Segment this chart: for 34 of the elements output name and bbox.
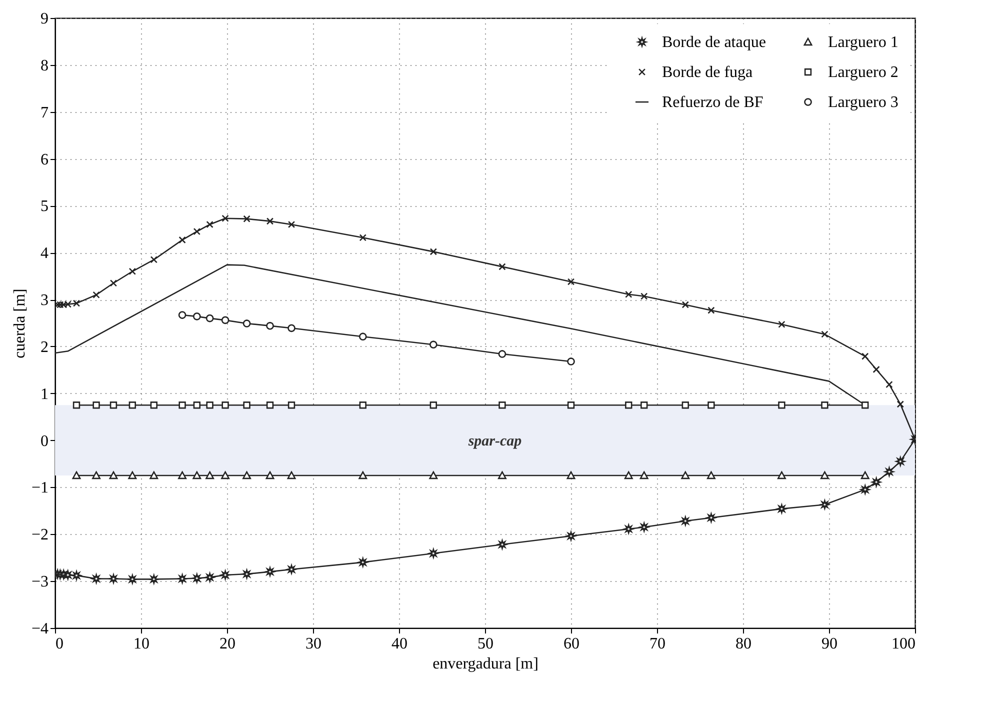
y-axis-title: cuerda [m]: [11, 288, 28, 358]
legend-label: Refuerzo de BF: [662, 94, 764, 111]
x-tick-label: 20: [220, 636, 236, 652]
y-tick-label: 3: [40, 292, 48, 310]
legend-label: Larguero 3: [828, 94, 898, 111]
y-tick-label: 6: [40, 151, 48, 168]
x-tick-label: 70: [650, 636, 666, 652]
legend-label: Larguero 1: [828, 34, 898, 51]
x-tick-label: 10: [134, 636, 150, 652]
y-tick-label: 2: [40, 338, 48, 356]
y-tick-label: −1: [31, 480, 48, 497]
x-tick-label: 100: [892, 636, 916, 652]
x-tick-label: 40: [392, 636, 408, 652]
legend-label: Larguero 2: [828, 64, 898, 81]
x-tick-label: 80: [736, 636, 752, 652]
x-tick-label: 0: [56, 636, 64, 652]
y-tick-label: −4: [31, 620, 48, 638]
y-tick-label: 5: [40, 198, 48, 216]
y-tick-label: −2: [31, 526, 48, 544]
y-tick-label: 4: [40, 245, 48, 262]
y-tick-label: 0: [40, 432, 48, 450]
x-tick-label: 60: [564, 636, 580, 652]
x-tick-label: 50: [478, 636, 494, 652]
y-tick-label: 8: [40, 57, 48, 74]
x-tick-label: 90: [822, 636, 838, 652]
x-axis-title: envergadura [m]: [432, 656, 538, 672]
y-tick-label: 7: [40, 104, 48, 122]
legend-label: Borde de ataque: [662, 34, 766, 51]
band-label: spar-cap: [467, 433, 522, 450]
x-tick-label: 30: [306, 636, 322, 652]
y-tick-label: −3: [31, 574, 48, 591]
y-tick-label: 1: [40, 386, 48, 403]
legend-label: Borde de fuga: [662, 64, 753, 81]
y-tick-label: 9: [40, 10, 48, 28]
